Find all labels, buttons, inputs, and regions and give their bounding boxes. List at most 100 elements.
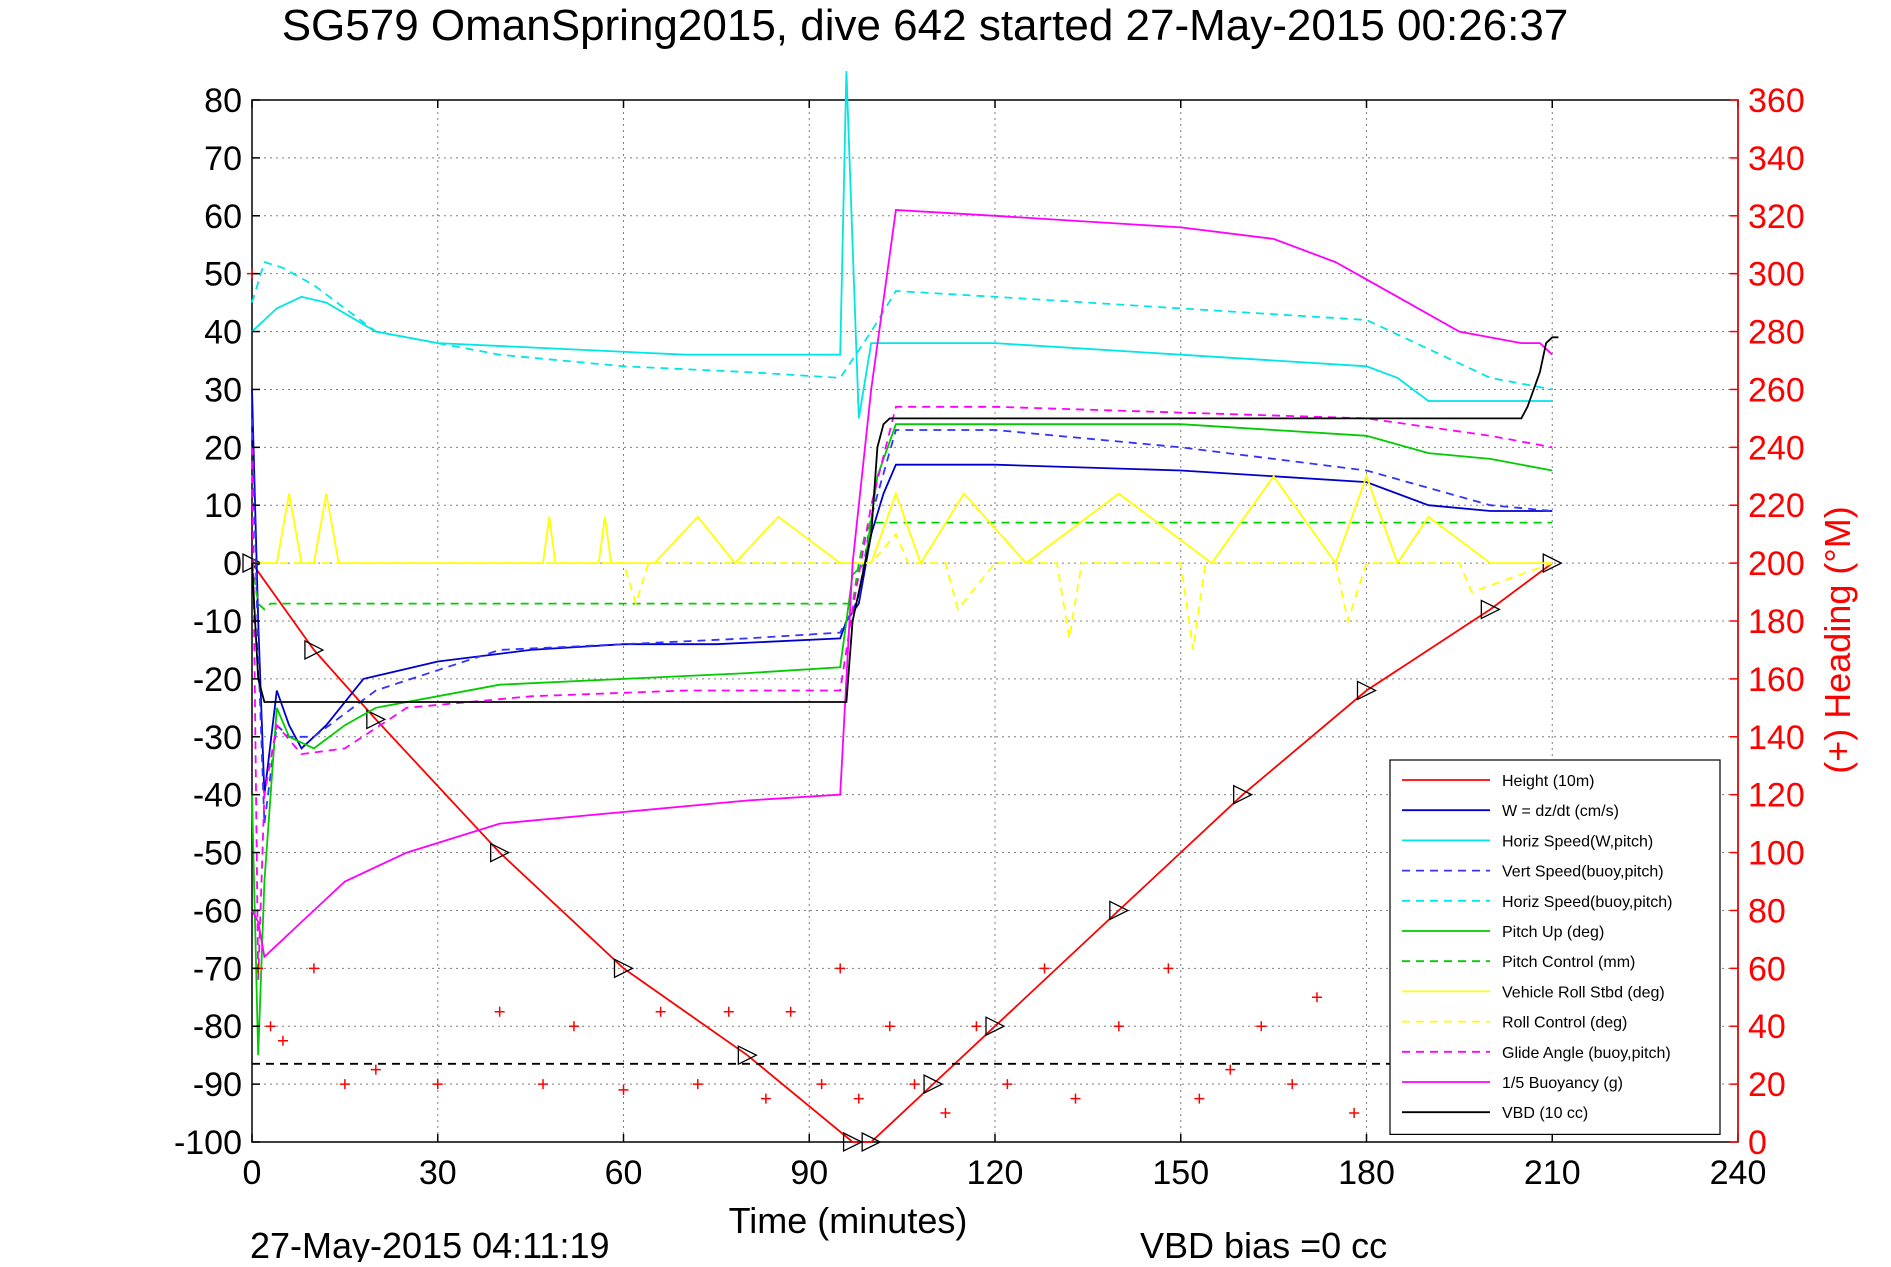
heading-point <box>1311 992 1322 1003</box>
heading-point <box>785 1006 796 1017</box>
series-pitch-line <box>251 423 1553 1056</box>
y-tick-label: 50 <box>204 256 242 294</box>
y-right-tick-label: 60 <box>1748 950 1786 988</box>
y-tick-label: 70 <box>204 140 242 178</box>
y-tick-label: 80 <box>204 82 242 120</box>
heading-point <box>277 1035 288 1046</box>
y-right-tick-label: 140 <box>1748 719 1805 757</box>
legend-box <box>1389 759 1721 1135</box>
heading-point <box>816 1079 827 1090</box>
y-right-tick-label: 200 <box>1748 545 1805 583</box>
y-tick-label: 0 <box>223 545 242 583</box>
y-tick-label: 60 <box>204 198 242 236</box>
heading-point <box>1225 1064 1236 1075</box>
legend-entry-label: Horiz Speed(buoy,pitch) <box>1502 894 1672 911</box>
y-tick-label: -80 <box>193 1008 242 1046</box>
y-tick-label: -90 <box>193 1066 242 1104</box>
heading-point <box>692 1079 703 1090</box>
y-tick-label: -20 <box>193 661 242 699</box>
x-tick-label: 210 <box>1524 1154 1581 1192</box>
height-marker <box>842 1131 864 1153</box>
height-marker <box>737 1045 758 1066</box>
height-marker <box>923 1074 944 1095</box>
y-right-tick-label: 320 <box>1748 198 1805 236</box>
y-tick-label: -40 <box>193 777 242 815</box>
legend-entry-label: Vert Speed(buoy,pitch) <box>1502 864 1664 881</box>
x-tick-label: 90 <box>790 1154 828 1192</box>
heading-point <box>853 1093 864 1104</box>
y-right-tick-label: 340 <box>1748 140 1805 178</box>
series-w-line <box>251 389 1553 795</box>
heading-point <box>909 1079 920 1090</box>
y-right-tick-label: 120 <box>1748 777 1805 815</box>
series-height-markers <box>242 553 1563 1153</box>
heading-point <box>655 1006 666 1017</box>
x-tick-label: 30 <box>419 1154 457 1192</box>
height-marker <box>1480 599 1501 620</box>
y-tick-label: 40 <box>204 314 242 352</box>
y-right-tick-label: 160 <box>1748 661 1805 699</box>
x-tick-label: 180 <box>1338 1154 1395 1192</box>
legend-entry-label: Height (10m) <box>1502 773 1594 790</box>
series-vbd-line <box>251 336 1559 703</box>
legend-entry-label: Roll Control (deg) <box>1502 1015 1627 1032</box>
series-buoyancy-line <box>251 209 1553 959</box>
y-tick-label: -50 <box>193 835 242 873</box>
chart-title: SG579 OmanSpring2015, dive 642 started 2… <box>282 1 1569 50</box>
heading-point <box>971 1021 982 1032</box>
series-horiz_w-line <box>251 71 1553 419</box>
heading-point <box>568 1021 579 1032</box>
y-tick-label: -70 <box>193 950 242 988</box>
heading-point <box>1002 1079 1013 1090</box>
series-roll-line <box>252 473 1553 566</box>
heading-point <box>432 1079 443 1090</box>
height-marker <box>861 1131 882 1153</box>
legend-entry-label: VBD (10 cc) <box>1502 1105 1588 1122</box>
x-tick-label: 60 <box>605 1154 643 1192</box>
y-tick-label: -10 <box>193 603 242 641</box>
y-right-tick-label: 80 <box>1748 892 1786 930</box>
y-right-tick-label: 280 <box>1748 314 1805 352</box>
right-axis-label: (+) Heading (°M) <box>1817 506 1858 773</box>
y-right-tick-label: 40 <box>1748 1008 1786 1046</box>
y-right-tick-label: 220 <box>1748 487 1805 525</box>
height-marker <box>1233 784 1254 805</box>
heading-point <box>1070 1093 1081 1104</box>
y-tick-label: 20 <box>204 429 242 467</box>
y-tick-label: -60 <box>193 892 242 930</box>
series-layer <box>242 71 1563 1153</box>
heading-point <box>308 963 319 974</box>
footer-timestamp: 27-May-2015 04:11:19 <box>250 1225 610 1262</box>
y-right-tick-label: 360 <box>1748 82 1805 120</box>
x-tick-label: 120 <box>967 1154 1024 1192</box>
legend-entry-label: Glide Angle (buoy,pitch) <box>1502 1045 1671 1062</box>
series-height-line <box>251 562 1553 1143</box>
series-heading-markers <box>247 268 1558 1119</box>
height-marker <box>490 842 511 863</box>
heading-point <box>835 963 846 974</box>
heading-point <box>940 1108 951 1119</box>
height-marker <box>613 958 634 979</box>
x-tick-label: 150 <box>1152 1154 1209 1192</box>
heading-point <box>265 1021 276 1032</box>
y-right-tick-label: 180 <box>1748 603 1805 641</box>
y-tick-label: -30 <box>193 719 242 757</box>
legend-entry-label: Vehicle Roll Stbd (deg) <box>1502 984 1665 1001</box>
heading-point <box>884 1021 895 1032</box>
x-axis-label: Time (minutes) <box>729 1200 968 1241</box>
y-right-tick-label: 100 <box>1748 835 1805 873</box>
heading-point <box>339 1079 350 1090</box>
y-right-tick-label: 0 <box>1748 1124 1767 1162</box>
axes: 0 30 60 90 120 150 180 210 240-100-90-80-70-60-5… <box>174 82 1805 1192</box>
series-horiz_buoy-line <box>251 260 1553 391</box>
height-marker <box>985 1016 1006 1037</box>
heading-point <box>1194 1093 1205 1104</box>
y-tick-label: 30 <box>204 371 242 409</box>
heading-point <box>1113 1021 1124 1032</box>
legend-entry-label: Pitch Up (deg) <box>1502 924 1604 941</box>
series-roll_ctrl-line <box>252 532 1553 651</box>
legend: Height (10m) W = dz/dt (cm/s) Horiz Speed(… <box>1389 759 1721 1135</box>
heading-point <box>723 1006 734 1017</box>
series-glide-line <box>251 405 1553 980</box>
y-tick-label: 10 <box>204 487 242 525</box>
